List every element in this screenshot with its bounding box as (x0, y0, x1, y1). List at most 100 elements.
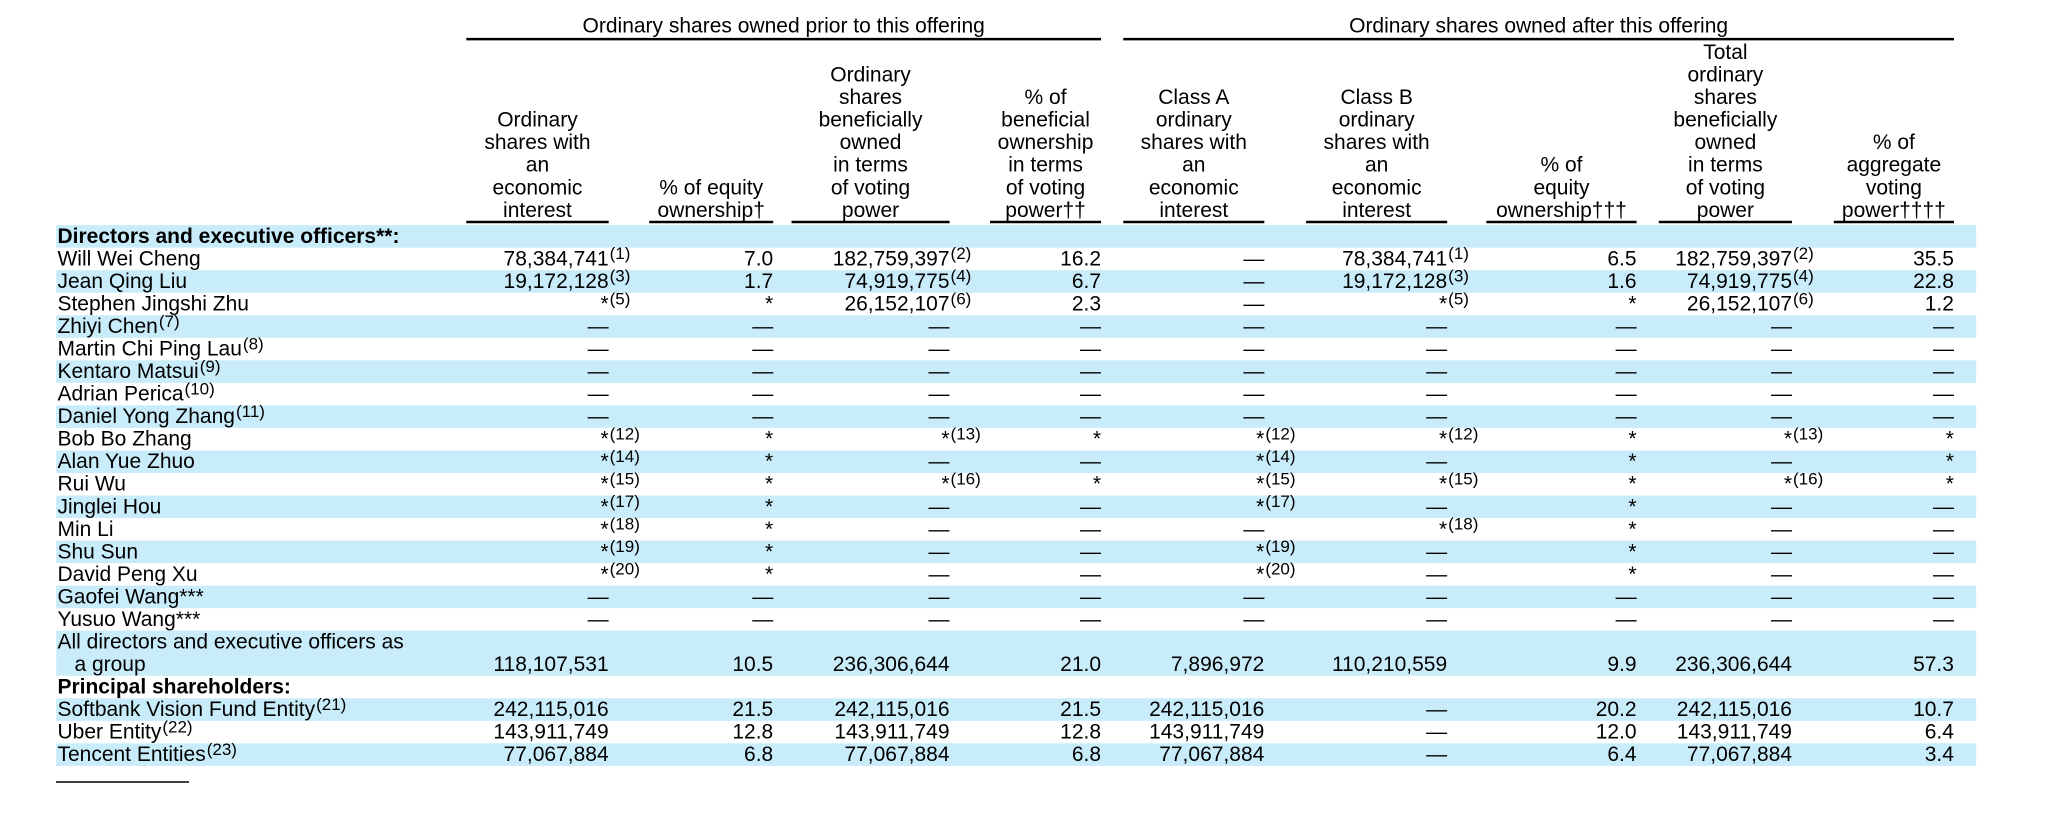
cell-value: — (929, 563, 950, 586)
cell-value: — (929, 338, 950, 361)
cell-value: — (1243, 293, 1264, 316)
cell-value: * (1439, 428, 1447, 451)
cell-value: — (1426, 315, 1447, 338)
cell-value: — (1933, 338, 1954, 361)
column-header: % of (1873, 131, 1915, 154)
footnote-ref: (5) (1448, 289, 1469, 308)
cell-value: * (600, 473, 608, 496)
cell-value: * (765, 473, 773, 496)
cell-value: — (1080, 405, 1101, 428)
row-name: Jinglei Hou (57, 495, 161, 518)
cell-value: 110,210,559 (1332, 653, 1447, 676)
cell-value: 242,115,016 (493, 698, 608, 721)
cell-value: 1.7 (744, 270, 773, 293)
footnote-ref: (19) (610, 537, 640, 556)
cell-value: * (1256, 450, 1264, 473)
column-header: beneficially (1673, 109, 1777, 132)
cell-value: — (1616, 585, 1637, 608)
column-header: economic (1332, 176, 1422, 199)
cell-value: — (929, 495, 950, 518)
cell-value: * (765, 540, 773, 563)
row-name: Kentaro Matsui (57, 360, 198, 383)
row-name: Alan Yue Zhuo (57, 450, 194, 473)
row-name: All directors and executive officers as (57, 630, 403, 653)
cell-value: — (929, 608, 950, 631)
cell-value: 6.8 (744, 743, 773, 766)
row-band (56, 495, 1977, 519)
column-header: Total (1703, 41, 1747, 64)
column-header: shares (839, 86, 902, 109)
cell-value: * (600, 563, 608, 586)
cell-value: 78,384,741 (504, 247, 609, 270)
cell-value: — (1771, 518, 1792, 541)
cell-value: * (600, 293, 608, 316)
column-header: in terms (1008, 154, 1083, 177)
cell-value: 19,172,128 (504, 270, 609, 293)
footnote-ref: (2) (951, 244, 972, 263)
cell-value: — (1080, 495, 1101, 518)
cell-value: — (1771, 540, 1792, 563)
footnote-ref: (15) (1265, 470, 1295, 489)
row-name: Rui Wu (57, 473, 125, 496)
cell-value: — (752, 585, 773, 608)
footnote-ref: (16) (1793, 470, 1823, 489)
cell-value: * (1093, 473, 1101, 496)
cell-value: 10.5 (732, 653, 773, 676)
column-header: interest (503, 199, 572, 222)
row-band (56, 630, 1977, 676)
row-name: Yusuo Wang*** (57, 608, 200, 631)
cell-value: — (1243, 383, 1264, 406)
cell-value: — (1933, 585, 1954, 608)
column-header: owned (1694, 131, 1756, 154)
footnote-ref: (22) (162, 717, 192, 736)
cell-value: 6.7 (1072, 270, 1101, 293)
cell-value: — (1933, 608, 1954, 631)
cell-value: — (1080, 450, 1101, 473)
cell-value: — (929, 360, 950, 383)
row-name: Min Li (57, 518, 113, 541)
cell-value: — (588, 585, 609, 608)
row-name: David Peng Xu (57, 563, 197, 586)
column-header: an (526, 154, 549, 177)
cell-value: — (1426, 721, 1447, 744)
cell-value: — (1771, 360, 1792, 383)
column-header: an (1365, 154, 1388, 177)
row-name: Daniel Yong Zhang (57, 405, 235, 428)
cell-value: 21.5 (1060, 698, 1101, 721)
column-header: voting (1866, 176, 1922, 199)
cell-value: — (1616, 338, 1637, 361)
cell-value: * (1256, 495, 1264, 518)
cell-value: 143,911,749 (1149, 721, 1264, 744)
cell-value: — (1080, 540, 1101, 563)
cell-value: 9.9 (1607, 653, 1636, 676)
cell-value: 6.5 (1607, 247, 1636, 270)
cell-value: — (929, 518, 950, 541)
cell-value: 77,067,884 (1687, 743, 1792, 766)
row-name: a group (74, 653, 145, 676)
cell-value: — (1243, 405, 1264, 428)
cell-value: * (765, 293, 773, 316)
column-header: % of (1025, 86, 1067, 109)
column-header: in terms (833, 154, 908, 177)
cell-value: — (1933, 360, 1954, 383)
cell-value: 74,919,775 (1687, 270, 1792, 293)
footnote-ref: (5) (610, 289, 631, 308)
cell-value: — (1771, 315, 1792, 338)
cell-value: * (1628, 540, 1636, 563)
column-header: aggregate (1847, 154, 1942, 177)
footnote-ref: (20) (1265, 560, 1295, 579)
column-header: ownership† (657, 199, 764, 222)
cell-value: * (600, 518, 608, 541)
row-name: Softbank Vision Fund Entity (57, 698, 315, 721)
footnote-ref: (1) (610, 244, 631, 263)
cell-value: 3.4 (1925, 743, 1955, 766)
cell-value: 78,384,741 (1342, 247, 1447, 270)
cell-value: — (1243, 608, 1264, 631)
column-header: interest (1159, 199, 1228, 222)
row-name: Martin Chi Ping Lau (57, 338, 241, 361)
cell-value: 6.4 (1925, 721, 1955, 744)
column-header: economic (1149, 176, 1239, 199)
cell-value: — (1616, 405, 1637, 428)
cell-value: — (1933, 315, 1954, 338)
cell-value: * (1628, 293, 1636, 316)
